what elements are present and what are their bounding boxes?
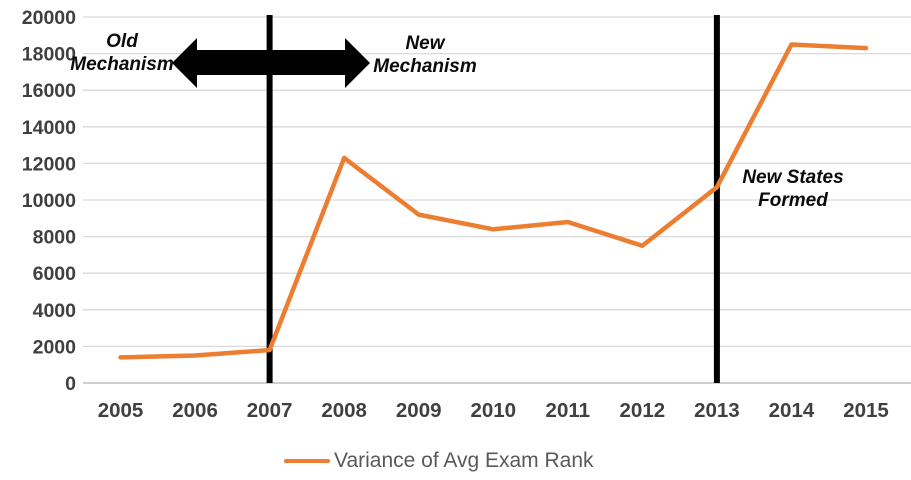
x-axis-tick-label: 2012: [620, 399, 666, 422]
y-axis-tick-label: 4000: [33, 300, 77, 322]
y-axis-tick-label: 12000: [22, 153, 76, 175]
x-axis-tick-label: 2008: [321, 399, 367, 422]
x-axis-tick-label: 2011: [546, 399, 590, 422]
annotation-new-states-formed: New States Formed: [742, 167, 844, 211]
legend: Variance of Avg Exam Rank: [284, 449, 594, 473]
y-axis-tick-label: 20000: [22, 7, 76, 29]
y-axis-tick-label: 0: [65, 373, 76, 395]
annotation-new-mechanism: New Mechanism: [373, 33, 477, 77]
x-axis-tick-label: 2014: [769, 399, 815, 422]
y-axis-tick-label: 6000: [33, 263, 77, 285]
series-line-variance: [118, 42, 869, 360]
legend-line-swatch: [284, 458, 330, 464]
y-axis-tick-label: 14000: [22, 117, 76, 139]
y-axis-tick-label: 10000: [22, 190, 76, 212]
y-axis-tick-label: 8000: [33, 227, 77, 249]
x-axis-tick-label: 2005: [98, 399, 144, 422]
annotation-old-mechanism: Old Mechanism: [70, 31, 174, 75]
x-axis-tick-label: 2013: [694, 399, 740, 422]
x-axis-tick-label: 2007: [247, 399, 293, 422]
x-axis-tick-label: 2015: [843, 399, 889, 422]
x-axis-tick-label: 2010: [470, 399, 516, 422]
y-axis-tick-label: 2000: [33, 336, 77, 358]
y-axis-tick-label: 16000: [22, 80, 76, 102]
x-axis-tick-label: 2006: [172, 399, 218, 422]
y-axis-tick-label: 18000: [22, 44, 76, 66]
double-arrow-icon: [172, 38, 370, 88]
legend-label: Variance of Avg Exam Rank: [334, 449, 594, 472]
x-axis-tick-label: 2009: [396, 399, 442, 422]
